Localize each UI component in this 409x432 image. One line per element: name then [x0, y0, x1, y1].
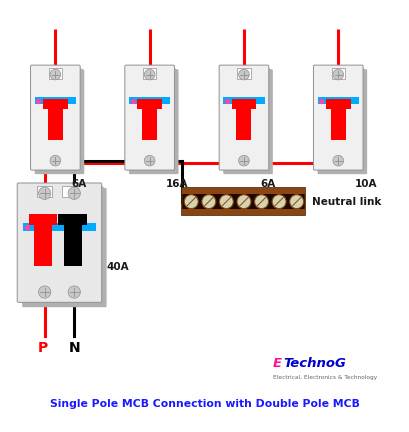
Circle shape — [272, 195, 285, 209]
Circle shape — [38, 286, 51, 298]
Bar — [35, 97, 76, 104]
Circle shape — [332, 69, 343, 80]
Bar — [143, 68, 156, 79]
Text: TechnoG: TechnoG — [282, 357, 345, 370]
Circle shape — [144, 156, 155, 166]
Bar — [43, 99, 67, 109]
FancyBboxPatch shape — [129, 69, 178, 174]
Bar — [58, 213, 87, 225]
Polygon shape — [100, 184, 105, 306]
Circle shape — [50, 69, 61, 80]
Text: 6A: 6A — [72, 179, 87, 189]
FancyBboxPatch shape — [124, 65, 174, 170]
Text: N: N — [68, 341, 80, 355]
FancyBboxPatch shape — [218, 65, 268, 170]
Circle shape — [219, 195, 233, 209]
Circle shape — [332, 156, 343, 166]
FancyBboxPatch shape — [34, 69, 84, 174]
Circle shape — [289, 195, 303, 209]
Bar — [129, 97, 170, 104]
Bar — [231, 99, 256, 109]
Circle shape — [201, 195, 215, 209]
Text: Electrical, Electronics & Technology: Electrical, Electronics & Technology — [272, 375, 376, 380]
Polygon shape — [173, 67, 177, 173]
Circle shape — [236, 195, 250, 209]
Circle shape — [238, 156, 249, 166]
Bar — [49, 68, 62, 79]
Text: Single Pole MCB Connection with Double Pole MCB: Single Pole MCB Connection with Double P… — [50, 399, 359, 409]
Polygon shape — [79, 67, 83, 173]
Bar — [137, 99, 162, 109]
Text: 6A: 6A — [260, 179, 275, 189]
Bar — [325, 99, 350, 109]
Bar — [182, 188, 305, 194]
Bar — [330, 107, 345, 140]
Bar — [331, 68, 344, 79]
Text: E: E — [272, 357, 281, 370]
Polygon shape — [361, 67, 365, 173]
Bar — [317, 97, 358, 104]
Text: Neutral link: Neutral link — [311, 197, 380, 206]
Text: 40A: 40A — [106, 262, 129, 272]
Bar — [237, 68, 250, 79]
Bar — [48, 107, 63, 140]
Circle shape — [238, 69, 249, 80]
Bar — [29, 213, 57, 225]
Circle shape — [68, 187, 80, 200]
Polygon shape — [267, 67, 271, 173]
Bar — [142, 107, 157, 140]
FancyBboxPatch shape — [17, 183, 101, 302]
Bar — [182, 188, 305, 215]
Bar — [34, 222, 52, 266]
Circle shape — [184, 195, 198, 209]
FancyBboxPatch shape — [22, 188, 106, 307]
Circle shape — [50, 156, 61, 166]
FancyBboxPatch shape — [312, 65, 362, 170]
Bar — [63, 222, 81, 266]
Bar — [222, 97, 264, 104]
Bar — [62, 186, 76, 197]
Bar — [22, 223, 96, 231]
Text: 16A: 16A — [166, 179, 188, 189]
Circle shape — [38, 187, 51, 200]
FancyBboxPatch shape — [31, 65, 80, 170]
Text: P: P — [37, 341, 47, 355]
Circle shape — [254, 195, 268, 209]
FancyBboxPatch shape — [317, 69, 366, 174]
FancyBboxPatch shape — [222, 69, 272, 174]
Circle shape — [68, 286, 80, 298]
Bar — [182, 209, 305, 215]
Circle shape — [144, 69, 155, 80]
Bar — [37, 186, 52, 197]
Bar — [236, 107, 251, 140]
Text: 10A: 10A — [354, 179, 376, 189]
